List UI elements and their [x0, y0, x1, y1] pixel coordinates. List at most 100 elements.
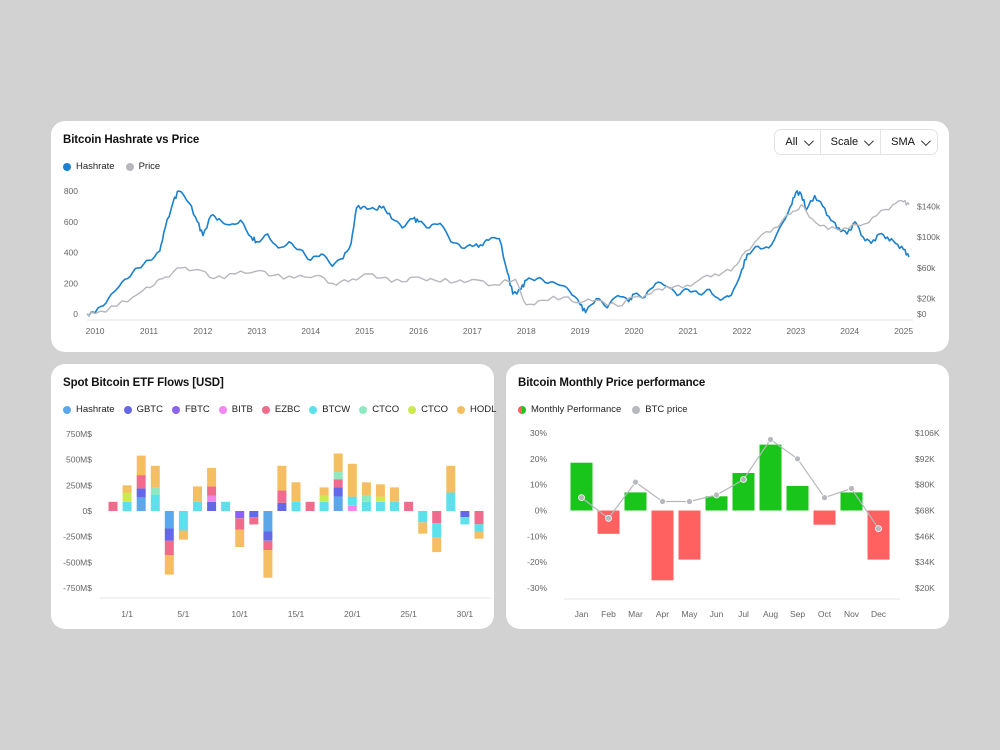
y-right-tick-label: $100k — [917, 232, 941, 242]
legend-item-fbtc[interactable]: FBTC — [171, 404, 210, 415]
etf-bar-segment — [207, 495, 217, 502]
x-tick-label: 10/1 — [231, 609, 248, 619]
x-tick-label: 2018 — [517, 326, 536, 336]
x-tick-label: 2025 — [894, 326, 913, 336]
etf-bar-segment — [418, 522, 428, 534]
etf-bar-segment — [361, 501, 371, 511]
legend-item-ezbc[interactable]: EZBC — [261, 404, 300, 415]
x-tick-label: Apr — [656, 609, 669, 619]
btc-price-point — [821, 494, 828, 502]
legend-item-monthly-performance[interactable]: Monthly Performance — [518, 404, 621, 415]
sma-dropdown-label: SMA — [891, 136, 915, 148]
etf-bar-segment — [446, 465, 456, 493]
x-tick-label: 2017 — [463, 326, 482, 336]
x-tick-label: 2013 — [247, 326, 266, 336]
x-tick-label: Feb — [601, 609, 616, 619]
etf-bar-segment — [108, 501, 118, 511]
legend-item-hodl[interactable]: HODL — [457, 404, 496, 415]
x-tick-label: 25/1 — [400, 609, 417, 619]
x-tick-label: Jun — [710, 609, 724, 619]
hashrate-chart: 0 200 400 600 800 $0 $20k $60k $100k $140k 2010 201… — [64, 186, 941, 336]
monthly-bar-aug — [759, 444, 782, 511]
legend-dot — [359, 405, 368, 414]
y-right-tick-label: $140k — [917, 201, 941, 211]
etf-bar-segment — [319, 487, 329, 496]
legend-item-price[interactable]: Price — [125, 161, 161, 172]
etf-legend: Hashrate GBTC FBTC BITB EZBC BTCW CTCO CTCO HODL — [63, 404, 505, 415]
x-tick-label: 2016 — [409, 326, 428, 336]
y-right-tick-label: $60k — [917, 263, 936, 273]
legend-item-gbtc[interactable]: GBTC — [123, 404, 163, 415]
etf-bar-segment — [375, 496, 385, 502]
range-dropdown[interactable]: All — [775, 130, 821, 154]
monthly-title: Bitcoin Monthly Price performance — [518, 377, 706, 389]
legend-dot-price — [125, 162, 134, 171]
etf-bar-segment — [347, 463, 357, 497]
legend-dot — [457, 405, 466, 414]
etf-title: Spot Bitcoin ETF Flows [USD] — [63, 377, 224, 389]
legend-dot — [261, 405, 270, 414]
etf-bar-segment — [432, 537, 442, 553]
legend-label: BITB — [231, 404, 253, 415]
etf-bar-segment — [333, 472, 343, 480]
etf-bar-segment — [474, 511, 484, 525]
etf-bar-segment — [333, 487, 343, 497]
etf-bar-segment — [235, 511, 245, 519]
etf-bar-segment — [375, 484, 385, 497]
x-tick-label: 20/1 — [344, 609, 361, 619]
x-tick-label: Mar — [628, 609, 643, 619]
y-tick-label: -250M$ — [63, 532, 92, 542]
etf-bar-segment — [164, 511, 174, 529]
etf-bar-segment — [235, 518, 245, 530]
legend-item-btcw[interactable]: BTCW — [309, 404, 350, 415]
x-tick-label: Dec — [871, 609, 887, 619]
monthly-bar-jun — [705, 496, 728, 511]
etf-bar-segment — [164, 528, 174, 541]
y-right-tick-label: $20k — [917, 294, 936, 304]
x-tick-label: 30/1 — [457, 609, 474, 619]
x-tick-label: 1/1 — [121, 609, 133, 619]
legend-label-price: Price — [138, 161, 161, 172]
y-right-tick-label: $0 — [917, 309, 927, 319]
x-tick-label: Aug — [763, 609, 778, 619]
sma-dropdown[interactable]: SMA — [881, 130, 937, 154]
hashrate-title: Bitcoin Hashrate vs Price — [63, 134, 200, 146]
y-left-tick-label: -20% — [527, 557, 547, 567]
legend-item-hashrate[interactable]: Hashrate — [63, 161, 115, 172]
etf-bar-segment — [164, 555, 174, 575]
hashrate-legend: Hashrate Price — [63, 161, 171, 172]
scale-dropdown-label: Scale — [830, 136, 859, 148]
series-line-price — [86, 199, 910, 317]
legend-item-hashrate[interactable]: Hashrate — [63, 404, 115, 415]
legend-label: GBTC — [136, 404, 163, 415]
legend-item-bitb[interactable]: BITB — [218, 404, 253, 415]
legend-dot — [171, 405, 180, 414]
btc-price-point — [794, 455, 801, 463]
etf-bar-segment — [375, 501, 385, 511]
y-right-tick-label: $34K — [915, 557, 935, 567]
btc-price-point — [632, 478, 639, 486]
y-right-tick-label: $106K — [915, 428, 940, 438]
etf-bar-segment — [249, 511, 259, 518]
legend-item-ctco[interactable]: CTCO — [359, 404, 399, 415]
legend-item-ctco[interactable]: CTCO — [408, 404, 448, 415]
x-tick-label: 15/1 — [288, 609, 305, 619]
y-left-tick-label: 800 — [64, 186, 78, 196]
etf-bar-segment — [178, 511, 188, 531]
btc-price-point — [767, 436, 774, 443]
legend-item-btc-price[interactable]: BTC price — [632, 404, 688, 415]
scale-dropdown[interactable]: Scale — [821, 130, 882, 154]
btc-price-point — [713, 491, 720, 499]
monthly-bar-may — [678, 510, 701, 560]
y-left-tick-label: 20% — [530, 454, 547, 464]
range-dropdown-label: All — [785, 136, 798, 148]
etf-bar-segment — [193, 486, 202, 502]
y-left-tick-label: 10% — [530, 480, 547, 490]
etf-bar-segment — [207, 486, 217, 496]
btc-price-point — [740, 476, 747, 483]
x-tick-label: 2012 — [193, 326, 212, 336]
etf-bar-segment — [305, 501, 315, 511]
y-right-tick-label: $80K — [915, 480, 935, 490]
x-tick-label: 2022 — [732, 326, 751, 336]
etf-bar-segment — [347, 496, 357, 506]
